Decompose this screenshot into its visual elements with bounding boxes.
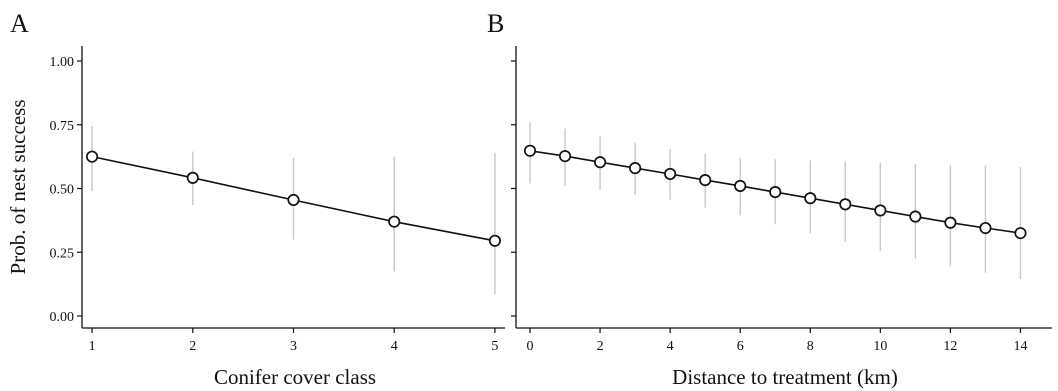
panel-b-data-point xyxy=(804,192,817,205)
panel-a-y-tick-label: 0.50 xyxy=(50,183,75,198)
panel-b-data-point xyxy=(839,198,852,211)
panel-a-x-tick-label: 1 xyxy=(89,339,96,354)
panel-b-x-tick-label: 10 xyxy=(873,339,887,354)
panel-b-data-point xyxy=(664,167,677,181)
panel-a-y-tick-label: 0.25 xyxy=(50,246,75,261)
panel-b-x-tick-label: 12 xyxy=(943,339,957,354)
panel-a-marks: 0.00 0.25 0.50 0.75 1.00 1 2 3 4 5 xyxy=(50,46,505,354)
panel-a-y-tick-label: 0.00 xyxy=(50,310,75,325)
panel-a-x-tick-label: 3 xyxy=(290,339,297,354)
panel-b-data-point xyxy=(1014,227,1027,240)
panel-b-x-tick-label: 8 xyxy=(807,339,814,354)
panel-b-x-tick-label: 14 xyxy=(1013,339,1027,354)
panel-b-data-point xyxy=(558,150,572,163)
panel-b-x-tick-label: 4 xyxy=(667,339,674,354)
panel-a-data-point xyxy=(388,215,401,228)
panel-a-data-point xyxy=(186,171,199,184)
panel-a-chart: A Prob. of nest success Conifer cover cl… xyxy=(6,9,505,389)
panel-b-data-point xyxy=(629,162,642,175)
panel-b-x-axis-title: Distance to treatment (km) xyxy=(672,365,898,389)
panel-b-chart: B Distance to treatment (km) 0 2 4 6 8 10 12 14 xyxy=(487,9,1052,389)
panel-b-data-point xyxy=(594,156,607,169)
panel-a-x-tick-label: 2 xyxy=(189,339,196,354)
panel-b-data-point xyxy=(734,179,747,192)
panel-b-x-tick-label: 0 xyxy=(527,339,534,354)
panel-b-label: B xyxy=(487,9,504,38)
panel-b-data-point xyxy=(979,221,992,235)
panel-a-label: A xyxy=(10,9,29,38)
panel-b-data-point xyxy=(523,144,537,157)
panel-a-data-point xyxy=(287,193,300,207)
panel-b-x-tick-label: 2 xyxy=(597,339,604,354)
panel-a-x-axis-title: Conifer cover class xyxy=(214,365,376,389)
panel-b-data-point xyxy=(944,216,957,229)
panel-b-x-tick-label: 6 xyxy=(737,339,744,354)
panel-a-data-point xyxy=(86,150,99,163)
panel-a-y-tick-label: 0.75 xyxy=(50,119,75,134)
panel-b-data-point xyxy=(909,210,922,223)
panel-a-x-tick-label: 4 xyxy=(391,339,398,354)
panel-b-data-point xyxy=(874,204,887,217)
panel-b-marks: 0 2 4 6 8 10 12 14 xyxy=(511,46,1052,354)
panel-b-data-point xyxy=(769,186,782,199)
panel-b-data-point xyxy=(699,174,712,187)
panel-a-x-tick-label: 5 xyxy=(491,339,498,354)
panel-a-data-point xyxy=(488,234,501,247)
panel-a-y-tick-label: 1.00 xyxy=(50,55,75,70)
panel-a-y-axis-title: Prob. of nest success xyxy=(6,100,30,275)
